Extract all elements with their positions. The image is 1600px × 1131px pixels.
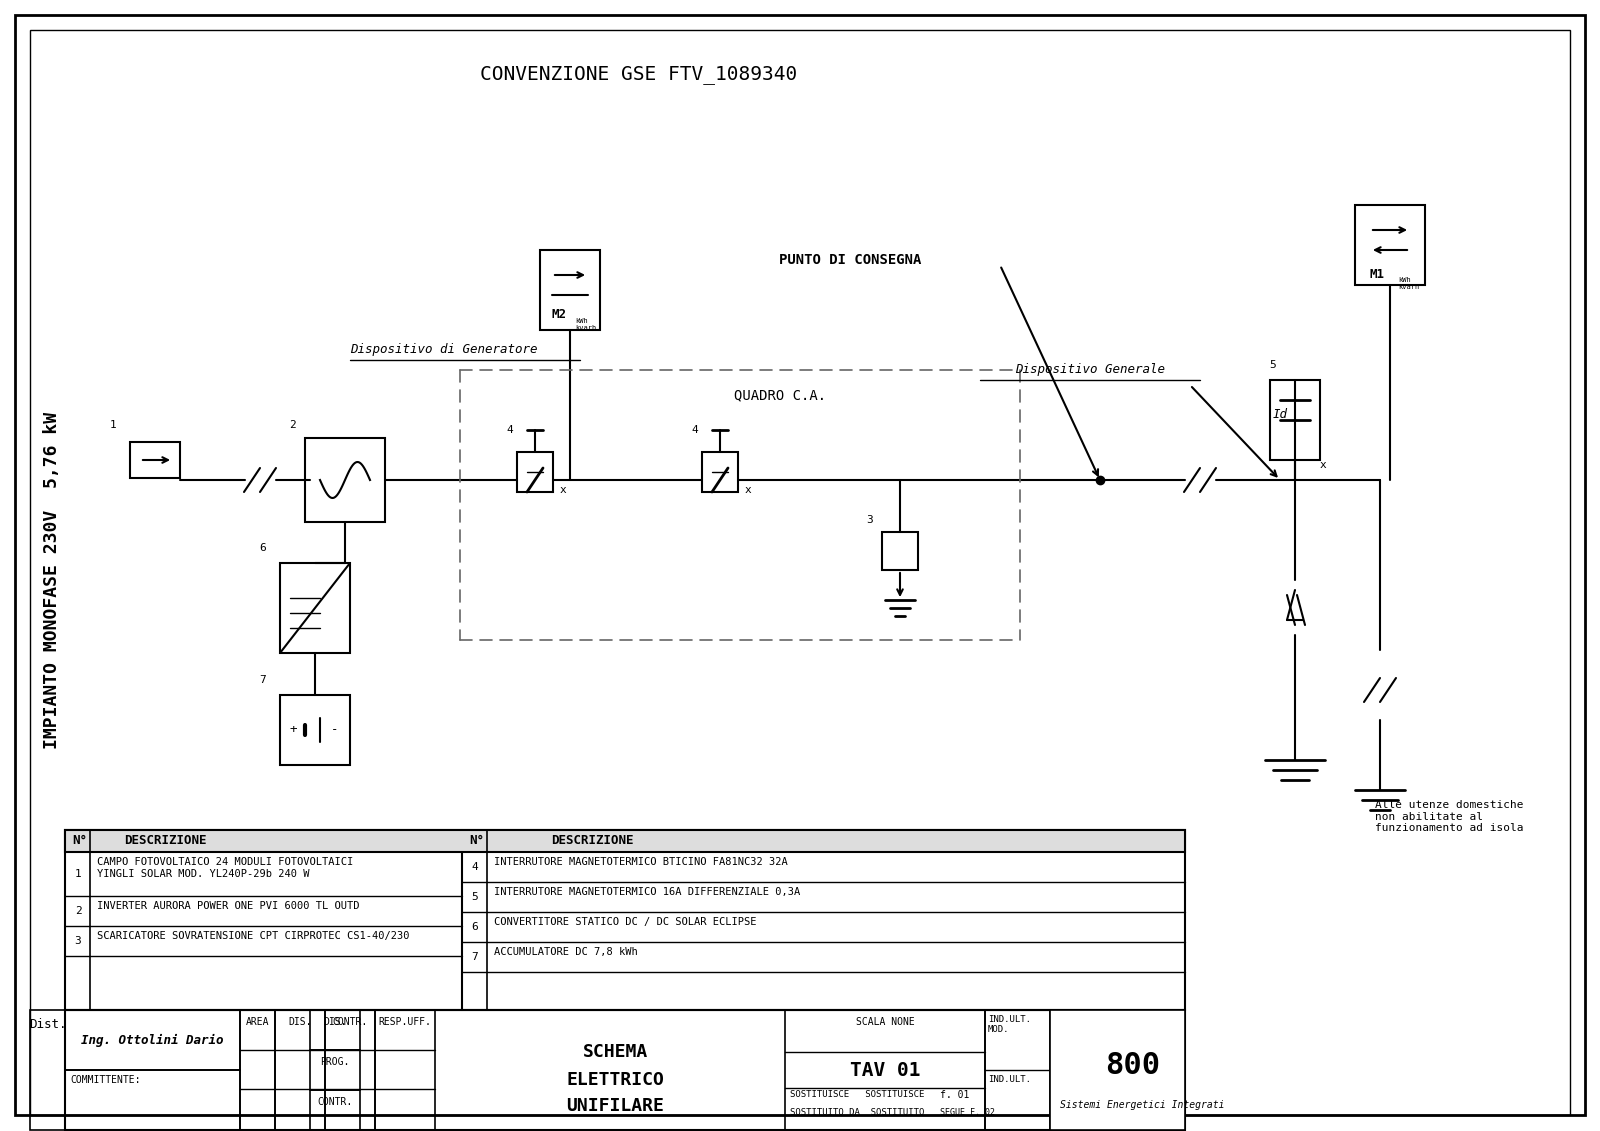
Text: -: - bbox=[331, 724, 339, 736]
Text: N°: N° bbox=[469, 835, 485, 847]
Text: 2: 2 bbox=[75, 906, 82, 916]
Bar bbox=[66, 830, 1186, 1010]
Text: SCHEMA: SCHEMA bbox=[582, 1043, 648, 1061]
Ellipse shape bbox=[1075, 1062, 1080, 1068]
Text: 7: 7 bbox=[472, 952, 478, 962]
Text: 6: 6 bbox=[472, 922, 478, 932]
Bar bbox=[66, 830, 1186, 852]
Text: SCALA NONE: SCALA NONE bbox=[856, 1017, 914, 1027]
Text: 7: 7 bbox=[259, 675, 266, 685]
Bar bbox=[310, 1010, 360, 1050]
Text: Alle utenze domestiche
non abilitate al
funzionamento ad isola: Alle utenze domestiche non abilitate al … bbox=[1374, 800, 1523, 834]
Text: CAMPO FOTOVOLTAICO 24 MODULI FOTOVOLTAICI
YINGLI SOLAR MOD. YL240P-29b 240 W: CAMPO FOTOVOLTAICO 24 MODULI FOTOVOLTAIC… bbox=[98, 857, 354, 879]
Text: Dispositivo Generale: Dispositivo Generale bbox=[1014, 363, 1165, 377]
Bar bbox=[374, 1010, 435, 1130]
Bar bbox=[882, 532, 918, 570]
Text: +: + bbox=[290, 724, 296, 736]
Text: INVERTER AURORA POWER ONE PVI 6000 TL OUTD: INVERTER AURORA POWER ONE PVI 6000 TL OU… bbox=[98, 901, 360, 910]
Text: UNIFILARE: UNIFILARE bbox=[566, 1097, 664, 1115]
Text: 800: 800 bbox=[1106, 1051, 1160, 1079]
Bar bbox=[1355, 205, 1426, 285]
Text: QUADRO C.A.: QUADRO C.A. bbox=[734, 388, 826, 402]
Bar bbox=[325, 1010, 374, 1130]
Bar bbox=[541, 250, 600, 330]
Text: DESCRIZIONE: DESCRIZIONE bbox=[123, 835, 206, 847]
Text: Dist.: Dist. bbox=[29, 1019, 67, 1031]
Text: N°: N° bbox=[72, 835, 88, 847]
Text: AREA: AREA bbox=[246, 1017, 269, 1027]
Text: IMPIANTO MONOFASE 230V  5,76 kW: IMPIANTO MONOFASE 230V 5,76 kW bbox=[43, 412, 61, 749]
Bar bbox=[786, 1010, 986, 1130]
Text: Sistemi Energetici Integrati: Sistemi Energetici Integrati bbox=[1059, 1100, 1224, 1110]
Text: kWh
kvarh: kWh kvarh bbox=[574, 318, 597, 331]
Text: 6: 6 bbox=[259, 543, 266, 553]
Bar bbox=[66, 1070, 240, 1130]
Bar bbox=[986, 1010, 1050, 1130]
Text: kWh
kvarh: kWh kvarh bbox=[1398, 277, 1419, 290]
Text: IND.ULT.: IND.ULT. bbox=[989, 1074, 1030, 1083]
Text: 3: 3 bbox=[867, 515, 874, 525]
Text: INTERRUTORE MAGNETOTERMICO 16A DIFFERENZIALE 0,3A: INTERRUTORE MAGNETOTERMICO 16A DIFFERENZ… bbox=[494, 887, 800, 897]
Bar bbox=[280, 696, 350, 765]
Text: SEGUE F. 02: SEGUE F. 02 bbox=[941, 1108, 995, 1117]
Text: M1: M1 bbox=[1370, 268, 1386, 282]
Text: ELETTRICO: ELETTRICO bbox=[566, 1071, 664, 1089]
Text: Ing. Ottolini Dario: Ing. Ottolini Dario bbox=[82, 1034, 224, 1046]
Text: INTERRUTORE MAGNETOTERMICO BTICINO FA81NC32 32A: INTERRUTORE MAGNETOTERMICO BTICINO FA81N… bbox=[494, 857, 787, 867]
Text: SCARICATORE SOVRATENSIONE CPT CIRPROTEC CS1-40/230: SCARICATORE SOVRATENSIONE CPT CIRPROTEC … bbox=[98, 931, 410, 941]
Text: PUNTO DI CONSEGNA: PUNTO DI CONSEGNA bbox=[779, 253, 922, 267]
Text: DESCRIZIONE: DESCRIZIONE bbox=[550, 835, 634, 847]
Bar bbox=[306, 438, 386, 523]
Text: ACCUMULATORE DC 7,8 kWh: ACCUMULATORE DC 7,8 kWh bbox=[494, 947, 638, 957]
Text: x: x bbox=[1320, 460, 1326, 470]
Text: 1: 1 bbox=[75, 869, 82, 879]
Text: 5: 5 bbox=[1270, 360, 1277, 370]
Text: 3: 3 bbox=[75, 936, 82, 946]
Text: 5: 5 bbox=[472, 892, 478, 903]
Text: 4: 4 bbox=[691, 425, 698, 435]
Bar bbox=[240, 1010, 275, 1130]
Text: 4: 4 bbox=[507, 425, 514, 435]
Bar bbox=[1270, 380, 1320, 460]
Text: RESP.UFF.: RESP.UFF. bbox=[379, 1017, 432, 1027]
Text: M2: M2 bbox=[552, 309, 566, 321]
Text: TAV 01: TAV 01 bbox=[850, 1061, 920, 1079]
Text: CONVENZIONE GSE FTV_1089340: CONVENZIONE GSE FTV_1089340 bbox=[480, 66, 797, 85]
Text: PROG.: PROG. bbox=[320, 1057, 350, 1067]
Text: 4: 4 bbox=[472, 862, 478, 872]
Bar bbox=[310, 1050, 360, 1090]
Text: DIS.: DIS. bbox=[288, 1017, 312, 1027]
Text: IND.ULT.
MOD.: IND.ULT. MOD. bbox=[989, 1015, 1030, 1035]
Bar bbox=[517, 452, 554, 492]
Bar bbox=[66, 1010, 1186, 1130]
Text: Dispositivo di Generatore: Dispositivo di Generatore bbox=[350, 344, 538, 356]
Text: CONVERTITORE STATICO DC / DC SOLAR ECLIPSE: CONVERTITORE STATICO DC / DC SOLAR ECLIP… bbox=[494, 917, 757, 927]
Bar bbox=[1050, 1010, 1186, 1130]
Text: 1: 1 bbox=[110, 420, 117, 430]
Bar bbox=[702, 452, 738, 492]
Text: CONTR.: CONTR. bbox=[317, 1097, 352, 1107]
Bar bbox=[275, 1010, 325, 1130]
Bar bbox=[130, 442, 179, 478]
Text: CONTR.: CONTR. bbox=[333, 1017, 368, 1027]
Text: f. 01: f. 01 bbox=[941, 1090, 970, 1100]
Bar bbox=[30, 1010, 66, 1130]
Bar bbox=[66, 1010, 240, 1070]
Text: DIS.: DIS. bbox=[323, 1017, 347, 1027]
Bar bbox=[310, 1090, 360, 1130]
Bar bbox=[280, 563, 350, 653]
Text: 2: 2 bbox=[290, 420, 296, 430]
Text: Id: Id bbox=[1274, 408, 1288, 422]
Text: x: x bbox=[744, 485, 752, 495]
Text: COMMITTENTE:: COMMITTENTE: bbox=[70, 1074, 141, 1085]
Text: SOSTITUITO DA  SOSTITUITO: SOSTITUITO DA SOSTITUITO bbox=[790, 1108, 925, 1117]
Text: SOSTITUISCE   SOSTITUISCE: SOSTITUISCE SOSTITUISCE bbox=[790, 1090, 925, 1099]
Text: x: x bbox=[560, 485, 566, 495]
